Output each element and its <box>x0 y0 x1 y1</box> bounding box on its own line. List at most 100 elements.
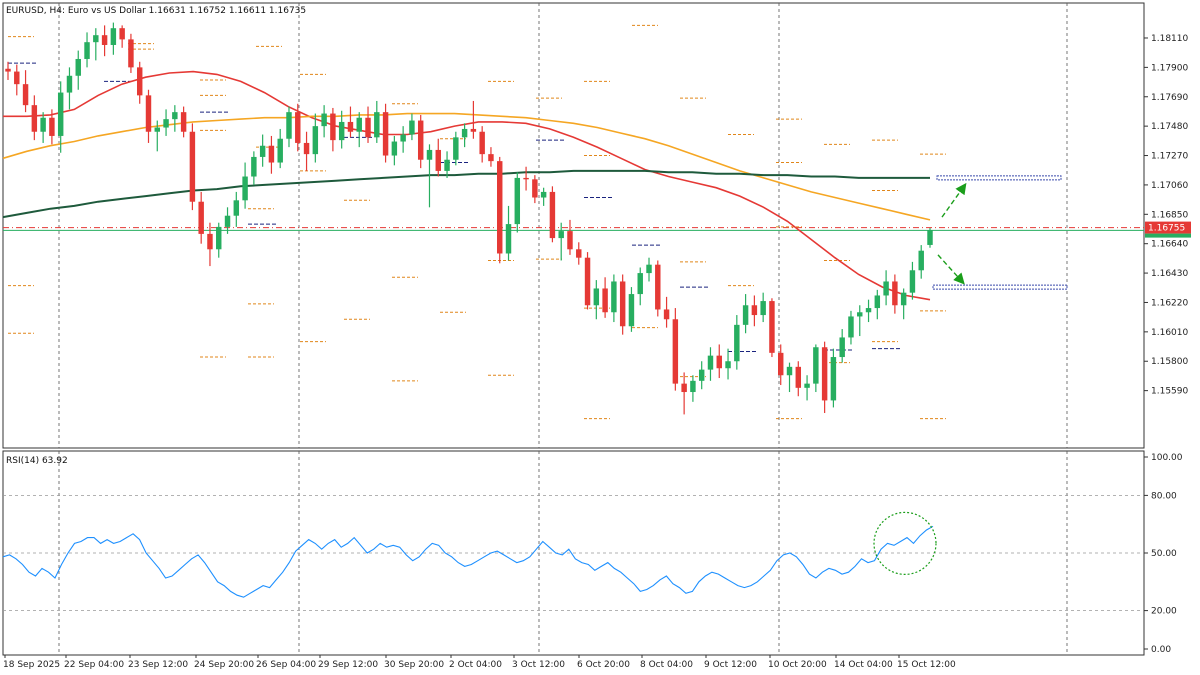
candle-body <box>646 264 652 274</box>
bear-candle <box>523 166 529 191</box>
bull-candle <box>391 135 398 166</box>
x-tick-label: 2 Oct 04:00 <box>449 660 502 670</box>
bull-candle <box>224 207 231 234</box>
bull-candle <box>75 50 81 90</box>
candle-body <box>93 35 99 43</box>
bull-candle <box>813 344 819 393</box>
bull-candle <box>830 348 837 408</box>
bull-candle <box>154 120 160 152</box>
bear-candle <box>347 106 354 138</box>
candle-body <box>927 230 933 245</box>
overlay-layer: 1.16755 <box>932 175 1191 290</box>
candle-body <box>145 95 152 132</box>
bear-candle <box>145 89 152 143</box>
candle-body <box>751 305 758 316</box>
bear-candle <box>892 274 898 314</box>
candle-body <box>567 231 573 250</box>
grid-layer <box>2 2 1145 656</box>
bear-candle <box>268 135 275 174</box>
bear-candle <box>417 114 424 169</box>
candle-body <box>382 112 389 156</box>
bull-candle <box>540 187 547 206</box>
bear-candle <box>303 131 310 171</box>
candle-body <box>795 366 802 388</box>
bull-candle <box>874 289 881 320</box>
candle-body <box>110 28 117 45</box>
candle-body <box>338 121 345 141</box>
bear-candle <box>532 175 538 204</box>
bull-candle <box>909 261 916 300</box>
candle-body <box>277 138 283 163</box>
bull-candle <box>646 257 652 282</box>
candle-body <box>663 309 670 320</box>
y-tick-label: 1.16640 <box>1151 240 1188 250</box>
bear-candle <box>497 156 503 264</box>
bear-candle <box>22 70 29 113</box>
x-tick-label: 10 Oct 20:00 <box>768 660 827 670</box>
candle-body <box>119 28 125 40</box>
bear-candle <box>488 147 494 167</box>
bull-candle <box>110 22 117 55</box>
bull-candle <box>707 347 714 381</box>
bear-candle <box>584 252 591 310</box>
candle-body <box>488 154 494 162</box>
x-tick-label: 23 Sep 12:00 <box>128 660 188 670</box>
bull-candle <box>286 106 292 148</box>
candle-body <box>409 120 415 135</box>
candle-body <box>259 145 266 157</box>
candle-body <box>461 128 468 138</box>
candle-body <box>391 141 398 156</box>
candle-body <box>286 112 292 139</box>
bear-candle <box>778 344 784 386</box>
x-tick-label: 24 Sep 20:00 <box>194 660 254 670</box>
bear-candle <box>295 103 301 152</box>
candle-body <box>848 316 854 338</box>
candle-body <box>374 112 380 138</box>
candle-body <box>22 84 29 106</box>
candle-body <box>400 134 406 142</box>
candle-body <box>821 347 828 401</box>
axes-layer: 1.18110 1.17900 1.17690 1.17480 1.17270 1.170… <box>3 34 1188 670</box>
candle-body <box>330 113 336 141</box>
candle-body <box>681 383 687 393</box>
bear-candle <box>49 109 55 145</box>
candle-body <box>619 281 626 327</box>
candle-body <box>198 201 204 234</box>
candle-body <box>189 131 196 202</box>
bear-candle <box>101 25 108 57</box>
bull-candle <box>742 294 749 334</box>
bull-candle <box>172 105 178 132</box>
candle-body <box>128 39 134 68</box>
candle-body <box>918 250 924 271</box>
bull-candle <box>848 310 854 345</box>
candle-body <box>242 176 248 201</box>
bear-candle <box>821 341 828 414</box>
bear-candle <box>751 295 758 327</box>
y-tick-label: 1.16850 <box>1151 210 1188 220</box>
candle-body <box>523 177 529 180</box>
candle-body <box>716 355 722 369</box>
chart-title: EURUSD, H4: Euro vs US Dollar 1.16631 1.… <box>6 6 306 16</box>
x-tick-label: 18 Sep 2025 <box>3 660 60 670</box>
y-tick-label: 1.16430 <box>1151 269 1188 279</box>
bull-candle <box>400 126 406 153</box>
y-tick-label: 1.15800 <box>1151 357 1188 367</box>
candle-body <box>321 113 327 127</box>
candle-body <box>742 305 749 325</box>
support-zone <box>932 284 1068 290</box>
candle-body <box>216 226 222 250</box>
candle-body <box>892 281 898 306</box>
bull-candle <box>883 270 889 306</box>
candle-body <box>637 273 643 295</box>
x-tick-label: 30 Sep 20:00 <box>384 660 444 670</box>
bear-candle <box>207 222 213 267</box>
rsi-line <box>2 525 934 598</box>
bear-candle <box>769 298 775 358</box>
bull-candle <box>786 362 793 393</box>
x-tick-label: 22 Sep 04:00 <box>64 660 124 670</box>
bid-tag <box>1145 233 1191 238</box>
price-tag <box>1145 221 1191 234</box>
y-tick-label: 1.15590 <box>1151 387 1188 397</box>
candle-body <box>365 117 371 138</box>
ma-fast-line <box>3 70 931 301</box>
